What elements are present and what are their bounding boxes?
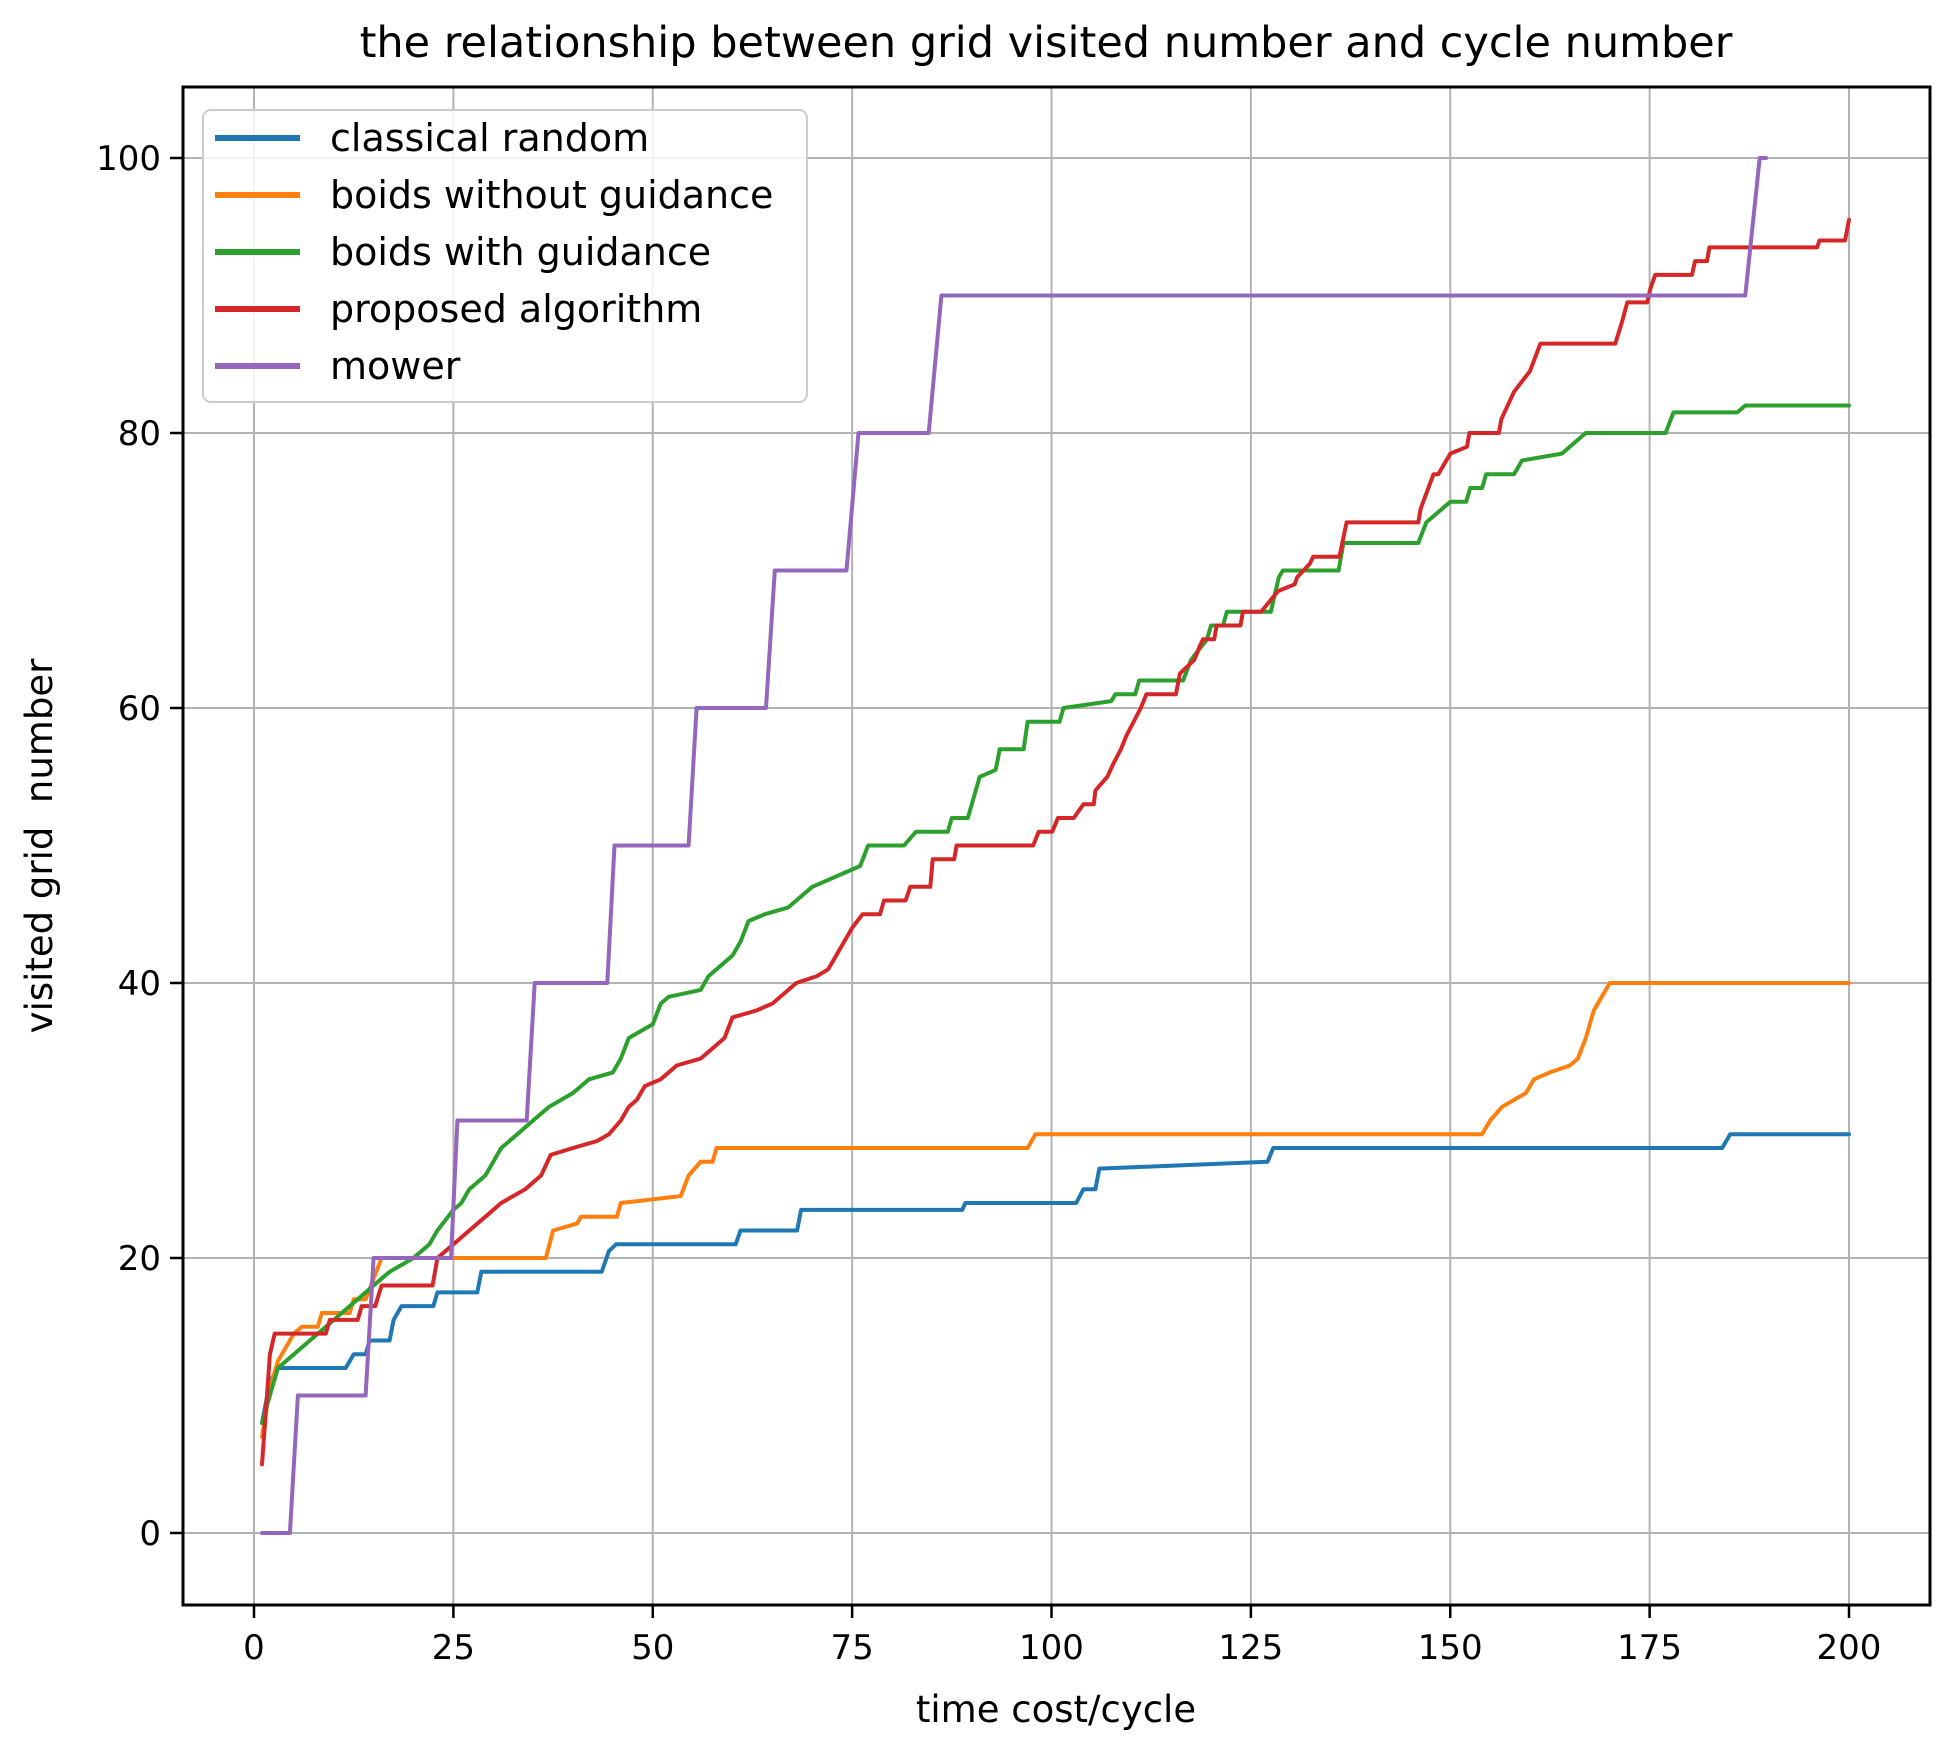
y-tick-label-20: 20 [118,1239,161,1279]
legend-label-mower: mower [330,344,461,388]
legend-item-classical-random: classical random [215,116,649,160]
legend: classical random boids without guidance bo… [202,109,808,403]
y-tick-label-60: 60 [118,689,161,729]
x-tick-label-200: 200 [1817,1628,1882,1668]
y-tick-label-100: 100 [96,139,161,179]
legend-item-mower: mower [215,344,461,388]
legend-label-proposed-algorithm: proposed algorithm [330,287,702,331]
x-tick-label-100: 100 [1019,1628,1084,1668]
plot-border [181,85,1932,1607]
data-series [260,156,1851,1535]
x-tick-label-75: 75 [830,1628,873,1668]
y-axis-label: visited grid number [18,658,61,1033]
chart-title: the relationship between grid visited nu… [360,18,1733,68]
x-tick-label-125: 125 [1218,1628,1283,1668]
y-tick-label-40: 40 [118,964,161,1004]
x-tick-label-25: 25 [432,1628,475,1668]
x-tick-label-50: 50 [631,1628,674,1668]
series-line-classical-random [260,1132,1851,1425]
legend-item-boids-with-guidance: boids with guidance [215,230,711,274]
series-line-proposed-algorithm [260,217,1851,1467]
x-axis-label: time cost/cycle [916,1688,1196,1731]
x-tick-label-0: 0 [243,1628,265,1668]
legend-item-proposed-algorithm: proposed algorithm [215,287,702,331]
axis-ticks: 0 25 50 75 100 125 150 175 200 0 20 40 60 80 100 [96,139,1881,1668]
series-line-boids-with-guidance [260,403,1851,1425]
series-line-mower [260,156,1769,1535]
series-line-boids-without-guidance [260,981,1851,1439]
y-tick-label-80: 80 [118,414,161,454]
legend-label-boids-without-guidance: boids without guidance [330,173,773,217]
x-tick-label-175: 175 [1617,1628,1682,1668]
legend-label-classical-random: classical random [330,116,649,160]
y-tick-label-0: 0 [139,1514,161,1554]
x-tick-label-150: 150 [1418,1628,1483,1668]
legend-item-boids-without-guidance: boids without guidance [215,173,773,217]
legend-box [202,109,808,403]
legend-label-boids-with-guidance: boids with guidance [330,230,711,274]
